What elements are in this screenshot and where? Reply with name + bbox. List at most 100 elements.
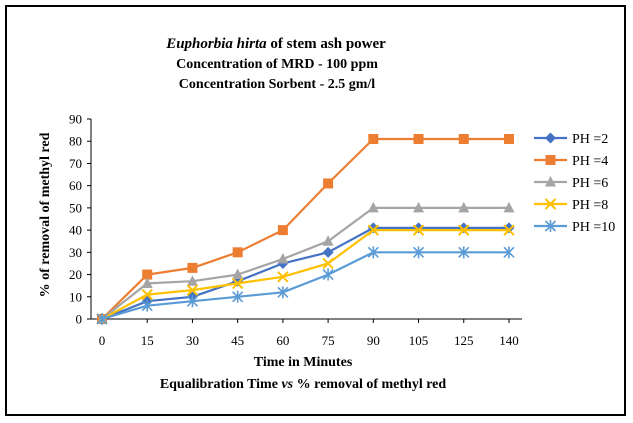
y-axis-label: % of removal of methyl red <box>38 132 53 297</box>
data-point <box>503 134 514 144</box>
data-point <box>232 268 244 280</box>
data-point <box>368 134 379 144</box>
x-tick-label: 0 <box>99 333 106 348</box>
data-point <box>187 262 198 273</box>
data-point <box>322 246 334 258</box>
x-axis-label: Time in Minutes <box>254 355 353 370</box>
data-point <box>322 268 334 281</box>
chart-subtitle-2: Concentration Sorbent - 2.5 gm/l <box>179 77 375 92</box>
series-3 <box>96 224 515 325</box>
x-ticks: 0 15 30 45 60 75 90 105 125 140 <box>99 319 519 348</box>
chart-subtitle-1: Concentration of MRD - 100 ppm <box>176 57 378 72</box>
y-tick-label: 60 <box>69 178 82 193</box>
legend-label: PH =6 <box>572 176 608 191</box>
y-tick-label: 70 <box>69 156 82 171</box>
x-tick-label: 75 <box>322 333 335 348</box>
chart-title: Euphorbia hirta of stem ash power <box>165 36 386 52</box>
data-point <box>141 299 153 312</box>
series-4 <box>96 246 515 325</box>
data-point <box>186 284 199 296</box>
data-point <box>186 275 198 286</box>
legend-marker <box>545 176 556 187</box>
y-ticks: 0 10 20 30 40 50 60 70 80 90 <box>69 112 91 327</box>
series-line <box>101 206 509 320</box>
data-point <box>367 224 380 236</box>
legend-marker <box>545 132 556 144</box>
chart-title-rest: of stem ash power <box>267 36 386 52</box>
x-tick-label: 140 <box>499 333 519 348</box>
legend-item: PH =10 <box>534 220 615 235</box>
data-point <box>141 277 153 288</box>
data-point <box>367 201 379 213</box>
data-point <box>277 225 288 236</box>
legend-item: PH =6 <box>534 176 608 191</box>
chart-title-species: Euphorbia hirta <box>165 36 267 52</box>
data-point <box>413 222 425 234</box>
data-point <box>322 235 334 246</box>
legend-marker <box>544 220 557 232</box>
data-point <box>367 246 379 259</box>
series-line <box>101 137 509 320</box>
y-tick-label: 80 <box>69 134 82 149</box>
legend: PH =2 PH =4 PH =6 PH =8 PH =10 <box>534 132 615 235</box>
chart-caption-post: % removal of methyl red <box>293 377 446 392</box>
series-line <box>101 229 509 320</box>
data-point <box>141 288 153 301</box>
data-point <box>277 253 289 264</box>
series-layer <box>96 134 515 325</box>
series-line <box>101 251 509 321</box>
legend-label: PH =10 <box>572 220 615 235</box>
legend-item: PH =2 <box>534 132 608 147</box>
legend-item: PH =8 <box>534 198 608 213</box>
data-point <box>277 286 289 299</box>
x-tick-label: 90 <box>367 333 380 348</box>
chart-caption-pre: Equalibration Time <box>160 377 282 392</box>
data-point <box>186 295 199 308</box>
x-tick-label: 45 <box>231 333 244 348</box>
legend-marker <box>544 198 557 210</box>
data-point <box>232 290 244 303</box>
chart-frame <box>5 5 626 416</box>
x-tick-label: 15 <box>141 333 154 348</box>
data-point <box>142 269 153 280</box>
y-tick-label: 90 <box>69 112 82 127</box>
data-point <box>458 222 470 234</box>
chart-caption-vs: vs <box>281 377 293 392</box>
legend-label: PH =4 <box>572 154 608 169</box>
data-point <box>322 257 334 270</box>
legend-marker <box>545 155 556 165</box>
y-tick-label: 50 <box>69 200 82 215</box>
data-point <box>232 247 243 258</box>
data-point <box>231 277 244 290</box>
data-point <box>413 134 424 144</box>
data-point <box>412 246 425 259</box>
data-point <box>503 246 515 259</box>
data-point <box>458 134 469 144</box>
legend-label: PH =8 <box>572 198 608 213</box>
data-point <box>413 201 425 213</box>
y-tick-label: 20 <box>69 267 82 282</box>
x-tick-label: 105 <box>409 333 429 348</box>
data-point <box>277 271 289 283</box>
y-tick-label: 10 <box>69 289 82 304</box>
data-point <box>323 178 334 189</box>
legend-item: PH =4 <box>534 154 608 169</box>
data-point <box>458 224 470 236</box>
data-point <box>412 224 425 236</box>
data-point <box>503 224 515 236</box>
data-point <box>503 201 515 213</box>
y-tick-label: 30 <box>69 245 82 260</box>
x-tick-label: 125 <box>454 333 474 348</box>
data-point <box>458 246 470 259</box>
x-tick-label: 60 <box>276 333 289 348</box>
x-tick-label: 30 <box>186 333 199 348</box>
data-point <box>503 222 515 234</box>
data-point <box>96 313 108 325</box>
chart-caption: Equalibration Time vs % removal of methy… <box>160 377 447 392</box>
series-line <box>101 226 509 321</box>
data-point <box>458 201 470 213</box>
y-tick-label: 40 <box>69 223 82 238</box>
legend-label: PH =2 <box>572 132 608 147</box>
y-tick-label: 0 <box>76 312 83 327</box>
